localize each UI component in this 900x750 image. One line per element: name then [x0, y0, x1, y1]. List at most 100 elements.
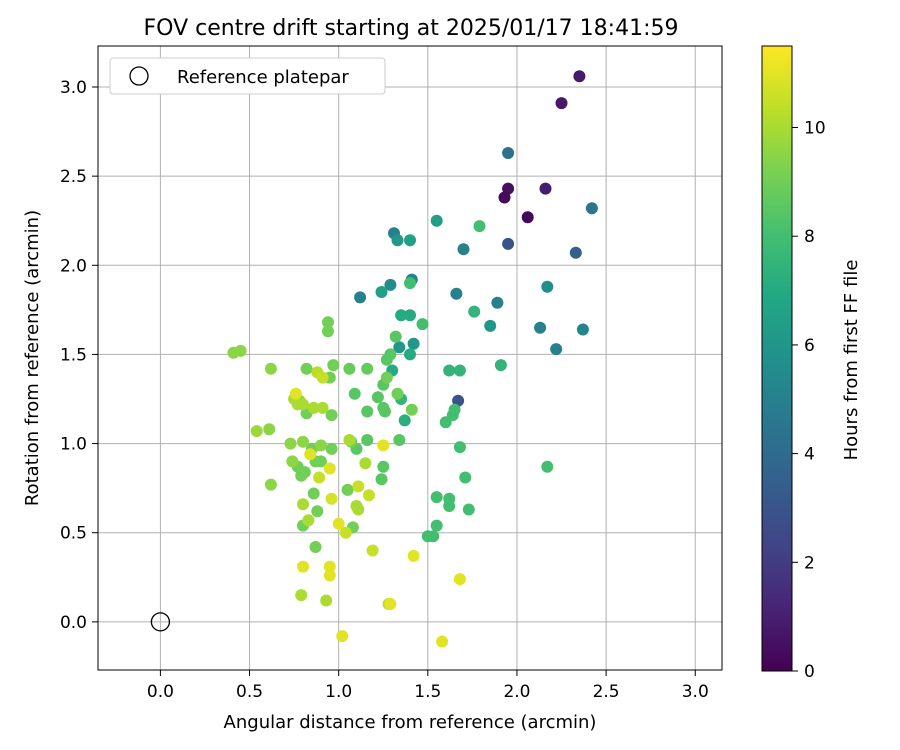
data-point: [453, 441, 466, 454]
data-point: [327, 359, 340, 372]
data-point: [407, 337, 420, 350]
colorbar-tick-label: 10: [804, 119, 826, 139]
data-point: [498, 191, 511, 204]
data-point: [366, 544, 379, 557]
y-tick-label: 2.5: [60, 167, 87, 187]
data-point: [404, 309, 416, 322]
x-tick-label: 1.5: [414, 682, 441, 702]
data-point: [316, 401, 329, 414]
legend-box: [109, 57, 386, 95]
data-point: [453, 573, 466, 586]
data-point: [377, 460, 390, 473]
data-point: [361, 362, 374, 375]
data-point: [462, 503, 475, 516]
data-point: [323, 569, 336, 582]
data-point: [398, 414, 411, 427]
data-point: [325, 492, 338, 505]
data-point: [348, 387, 361, 400]
data-point: [457, 243, 470, 256]
data-point: [380, 371, 393, 384]
data-point: [393, 341, 406, 354]
data-point: [286, 455, 299, 468]
data-point: [405, 403, 418, 416]
data-point: [573, 70, 586, 83]
data-point: [234, 344, 247, 357]
data-point: [316, 371, 329, 384]
colorbar-tick-label: 8: [804, 227, 815, 247]
x-tick-label: 0.0: [147, 682, 174, 702]
reference-marker: [150, 612, 171, 632]
colorbar-ticks: 0 2 4 6 8 10: [792, 119, 826, 682]
data-point: [375, 286, 388, 298]
colorbar-tick-label: 4: [804, 445, 815, 465]
data-point: [585, 202, 598, 215]
data-point: [297, 560, 309, 573]
data-point: [325, 409, 338, 422]
data-point: [576, 323, 589, 336]
data-point: [307, 487, 320, 500]
data-points: [227, 70, 598, 648]
data-point: [541, 280, 554, 293]
data-point: [323, 462, 336, 475]
data-point: [450, 287, 463, 300]
y-tick-label: 2.0: [60, 256, 87, 276]
data-point: [443, 364, 456, 377]
data-point: [320, 594, 333, 607]
colorbar-label: Hours from first FF file: [841, 260, 862, 461]
plot-area: 0.0 0.5 1.0 1.5 2.0 2.5 3.0 0.0 0.5 1.0 1.5 2.0 2.5…: [60, 45, 723, 702]
data-point: [307, 401, 320, 414]
data-point: [297, 498, 309, 511]
data-point: [407, 549, 420, 562]
data-point: [448, 403, 461, 416]
data-point: [494, 359, 507, 372]
data-point: [291, 398, 304, 411]
x-tick-label: 1.0: [325, 682, 352, 702]
data-point: [339, 526, 352, 539]
data-point: [541, 460, 554, 473]
data-point: [289, 387, 302, 400]
data-point: [439, 416, 452, 429]
data-point: [371, 391, 384, 404]
data-point: [295, 589, 308, 602]
data-point: [250, 425, 263, 438]
x-tick-label: 3.0: [682, 682, 709, 702]
data-point: [443, 500, 456, 512]
data-point: [491, 296, 504, 309]
data-point: [391, 234, 404, 247]
reference-marker-group: [150, 612, 171, 632]
y-tick-label: 1.5: [60, 345, 87, 365]
data-point: [484, 319, 497, 332]
data-point: [389, 330, 402, 343]
data-point: [468, 305, 481, 318]
data-point: [314, 439, 327, 452]
colorbar-tick-label: 2: [804, 553, 815, 573]
data-point: [325, 442, 338, 455]
data-point: [284, 437, 297, 450]
y-tick-label: 1.0: [60, 435, 87, 455]
data-point: [297, 435, 309, 448]
x-tick-label: 0.5: [236, 682, 263, 702]
data-point: [359, 457, 372, 470]
data-point: [539, 182, 552, 195]
data-point: [521, 211, 534, 224]
data-point: [421, 530, 434, 543]
data-point: [322, 325, 334, 338]
data-point: [453, 364, 466, 377]
data-point: [459, 471, 472, 484]
data-point: [300, 362, 313, 375]
data-point: [322, 316, 334, 329]
x-tick-label: 2.5: [593, 682, 620, 702]
data-point: [323, 560, 336, 573]
y-axis-label: Rotation from reference (arcmin): [22, 210, 43, 506]
data-point: [350, 500, 363, 512]
data-point: [436, 635, 449, 648]
data-point: [569, 246, 582, 259]
data-point: [375, 473, 388, 486]
data-point: [502, 237, 515, 250]
data-point: [430, 214, 443, 227]
data-point: [363, 489, 375, 502]
legend-marker-reference: [129, 66, 149, 86]
data-point: [430, 519, 443, 532]
x-axis-label: Angular distance from reference (arcmin): [224, 712, 597, 733]
